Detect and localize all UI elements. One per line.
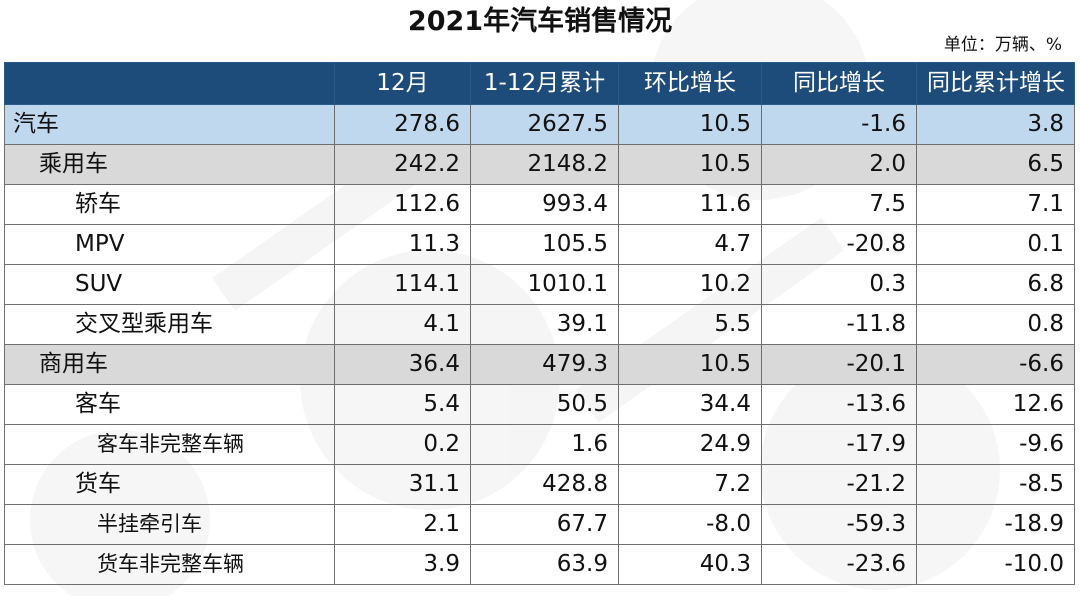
row-category-label: 客车	[4, 384, 335, 425]
cell-yoy: -1.6	[761, 104, 917, 145]
cell-mom: 10.5	[618, 344, 762, 385]
cell-ytd: 63.9	[470, 544, 619, 585]
cell-yoy: -59.3	[761, 504, 917, 545]
table-header-row: 12月 1-12月累计 环比增长 同比增长 同比累计增长	[4, 62, 1075, 105]
cell-december: 36.4	[334, 344, 471, 385]
cell-ytd-yoy: 12.6	[916, 384, 1075, 425]
cell-yoy: -20.1	[761, 344, 917, 385]
cell-yoy: -23.6	[761, 544, 917, 585]
cell-yoy: -21.2	[761, 464, 917, 505]
unit-note: 单位：万辆、%	[943, 35, 1062, 55]
cell-yoy: -13.6	[761, 384, 917, 425]
cell-mom: 10.2	[618, 264, 762, 305]
cell-ytd-yoy: 3.8	[916, 104, 1075, 145]
cell-yoy: -20.8	[761, 224, 917, 265]
cell-december: 114.1	[334, 264, 471, 305]
cell-ytd: 993.4	[470, 184, 619, 225]
cell-ytd-yoy: -8.5	[916, 464, 1075, 505]
cell-mom: -8.0	[618, 504, 762, 545]
cell-ytd: 67.7	[470, 504, 619, 545]
cell-mom: 4.7	[618, 224, 762, 265]
cell-december: 4.1	[334, 304, 471, 345]
cell-mom: 10.5	[618, 104, 762, 145]
cell-ytd: 50.5	[470, 384, 619, 425]
cell-mom: 34.4	[618, 384, 762, 425]
column-header-december: 12月	[334, 62, 471, 105]
cell-yoy: -11.8	[761, 304, 917, 345]
cell-ytd: 428.8	[470, 464, 619, 505]
cell-mom: 7.2	[618, 464, 762, 505]
table-row: 货车 31.1 428.8 7.2 -21.2 -8.5	[4, 464, 1075, 505]
table-row: 货车非完整车辆 3.9 63.9 40.3 -23.6 -10.0	[4, 544, 1075, 585]
column-header-ytd-yoy: 同比累计增长	[916, 62, 1075, 105]
cell-december: 11.3	[334, 224, 471, 265]
cell-ytd-yoy: 0.8	[916, 304, 1075, 345]
cell-mom: 5.5	[618, 304, 762, 345]
table-body: 汽车 278.6 2627.5 10.5 -1.6 3.8 乘用车 242.2 2148.2 10…	[4, 104, 1075, 585]
cell-ytd: 1.6	[470, 424, 619, 465]
cell-ytd-yoy: 6.5	[916, 144, 1075, 185]
cell-ytd-yoy: 0.1	[916, 224, 1075, 265]
cell-mom: 11.6	[618, 184, 762, 225]
cell-mom: 40.3	[618, 544, 762, 585]
cell-december: 31.1	[334, 464, 471, 505]
cell-december: 112.6	[334, 184, 471, 225]
table-row: 半挂牵引车 2.1 67.7 -8.0 -59.3 -18.9	[4, 504, 1075, 545]
column-header-mom: 环比增长	[618, 62, 762, 105]
row-category-label: 客车非完整车辆	[4, 424, 335, 465]
table-row: 轿车 112.6 993.4 11.6 7.5 7.1	[4, 184, 1075, 225]
cell-yoy: 0.3	[761, 264, 917, 305]
column-header-category	[4, 62, 335, 105]
row-category-label: 交叉型乘用车	[4, 304, 335, 345]
row-category-label: 轿车	[4, 184, 335, 225]
row-category-label: 半挂牵引车	[4, 504, 335, 545]
row-category-label: 汽车	[4, 104, 335, 145]
table-row: 客车非完整车辆 0.2 1.6 24.9 -17.9 -9.6	[4, 424, 1075, 465]
column-header-yoy: 同比增长	[761, 62, 917, 105]
cell-december: 2.1	[334, 504, 471, 545]
cell-yoy: 7.5	[761, 184, 917, 225]
cell-ytd: 105.5	[470, 224, 619, 265]
cell-december: 278.6	[334, 104, 471, 145]
cell-december: 5.4	[334, 384, 471, 425]
cell-ytd: 39.1	[470, 304, 619, 345]
table-row: 客车 5.4 50.5 34.4 -13.6 12.6	[4, 384, 1075, 425]
table-row: MPV 11.3 105.5 4.7 -20.8 0.1	[4, 224, 1075, 265]
table-row: 汽车 278.6 2627.5 10.5 -1.6 3.8	[4, 104, 1075, 145]
cell-ytd-yoy: 6.8	[916, 264, 1075, 305]
row-category-label: 乘用车	[4, 144, 335, 185]
table-row: 交叉型乘用车 4.1 39.1 5.5 -11.8 0.8	[4, 304, 1075, 345]
cell-december: 3.9	[334, 544, 471, 585]
row-category-label: MPV	[4, 224, 335, 265]
table-row: 商用车 36.4 479.3 10.5 -20.1 -6.6	[4, 344, 1075, 385]
cell-ytd: 2627.5	[470, 104, 619, 145]
cell-yoy: 2.0	[761, 144, 917, 185]
cell-ytd-yoy: -6.6	[916, 344, 1075, 385]
row-category-label: 货车	[4, 464, 335, 505]
cell-ytd: 2148.2	[470, 144, 619, 185]
row-category-label: 商用车	[4, 344, 335, 385]
cell-ytd-yoy: -18.9	[916, 504, 1075, 545]
row-category-label: SUV	[4, 264, 335, 305]
table-row: 乘用车 242.2 2148.2 10.5 2.0 6.5	[4, 144, 1075, 185]
cell-december: 242.2	[334, 144, 471, 185]
cell-december: 0.2	[334, 424, 471, 465]
cell-ytd-yoy: -9.6	[916, 424, 1075, 465]
cell-mom: 10.5	[618, 144, 762, 185]
table-row: SUV 114.1 1010.1 10.2 0.3 6.8	[4, 264, 1075, 305]
column-header-ytd: 1-12月累计	[470, 62, 619, 105]
cell-yoy: -17.9	[761, 424, 917, 465]
cell-ytd-yoy: 7.1	[916, 184, 1075, 225]
row-category-label: 货车非完整车辆	[4, 544, 335, 585]
cell-ytd-yoy: -10.0	[916, 544, 1075, 585]
cell-ytd: 479.3	[470, 344, 619, 385]
cell-ytd: 1010.1	[470, 264, 619, 305]
cell-mom: 24.9	[618, 424, 762, 465]
page-title: 2021年汽车销售情况	[407, 6, 673, 37]
sales-table: 12月 1-12月累计 环比增长 同比增长 同比累计增长 汽车 278.6 2627…	[4, 62, 1075, 585]
